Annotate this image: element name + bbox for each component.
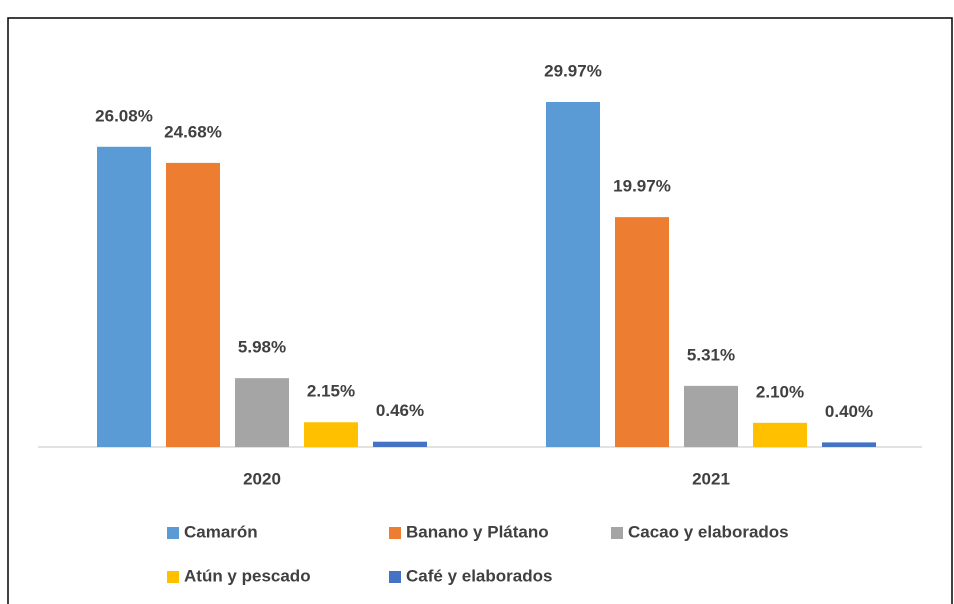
data-label: 5.98% xyxy=(238,338,286,357)
bar xyxy=(546,102,600,447)
data-label: 0.46% xyxy=(376,401,424,420)
legend-swatch xyxy=(389,527,401,539)
legend-label: Camarón xyxy=(184,522,258,541)
legend-label: Cacao y elaborados xyxy=(628,522,789,541)
bar xyxy=(753,422,807,447)
legend-swatch xyxy=(389,571,401,583)
bar xyxy=(97,146,151,447)
data-label: 24.68% xyxy=(164,122,222,141)
data-label: 2.15% xyxy=(307,382,355,401)
x-tick-label: 2020 xyxy=(243,469,281,488)
data-label: 2.10% xyxy=(756,382,804,401)
data-label: 26.08% xyxy=(95,106,153,125)
data-label: 29.97% xyxy=(544,61,602,80)
bar xyxy=(304,422,358,447)
data-label: 0.40% xyxy=(825,402,873,421)
legend-swatch xyxy=(611,527,623,539)
bar xyxy=(166,162,220,448)
chart-frame xyxy=(7,17,953,604)
data-label: 5.31% xyxy=(687,345,735,364)
legend-label: Café y elaborados xyxy=(406,566,552,585)
bar xyxy=(615,217,669,447)
bar xyxy=(684,385,738,447)
data-label: 19.97% xyxy=(613,177,671,196)
legend-label: Atún y pescado xyxy=(184,566,311,585)
bar xyxy=(822,442,876,447)
bar xyxy=(373,441,427,447)
legend-swatch xyxy=(167,571,179,583)
x-tick-label: 2021 xyxy=(692,469,730,488)
bar xyxy=(235,378,289,447)
legend-swatch xyxy=(167,527,179,539)
legend-label: Banano y Plátano xyxy=(406,522,549,541)
